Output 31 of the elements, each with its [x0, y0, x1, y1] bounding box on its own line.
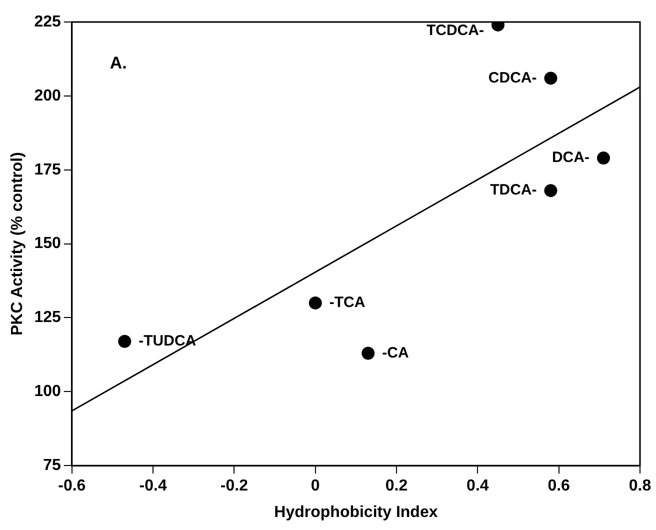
x-tick-label: -0.4	[139, 478, 167, 495]
x-axis-title: Hydrophobicity Index	[274, 504, 438, 521]
annotation: A.	[110, 54, 127, 73]
annotation: -CA	[382, 344, 409, 362]
annotation: TDCA-	[490, 182, 537, 199]
y-tick-label: 200	[34, 87, 61, 104]
y-tick-label: 150	[34, 235, 61, 252]
y-tick-label: 225	[34, 13, 61, 30]
y-tick-label: 75	[43, 457, 61, 474]
point	[118, 334, 132, 348]
x-tick-label: 0.6	[548, 478, 570, 495]
annotation: DCA-	[552, 149, 590, 166]
x-tick-label: 0.8	[628, 478, 652, 495]
annotation: -TCA	[329, 294, 366, 312]
y-axis-title: PKC Activity (% control)	[9, 152, 26, 336]
y-tick-label: 175	[34, 161, 61, 178]
y-tick-label: 125	[34, 309, 61, 326]
point	[544, 72, 558, 85]
x-tick-label: 0	[310, 478, 320, 495]
annotation: -TUDCA	[138, 332, 196, 350]
x-tick-label: -0.6	[58, 478, 86, 495]
point	[362, 346, 375, 360]
x-tick-label: 0.2	[385, 478, 408, 495]
annotation: CDCA-	[488, 69, 537, 86]
x-tick-label: 0.4	[466, 478, 489, 495]
point	[544, 184, 558, 198]
x-tick-label: -0.2	[220, 478, 248, 495]
point	[308, 296, 322, 310]
y-tick-label: 100	[34, 383, 61, 400]
annotation: TCDCA-	[426, 22, 484, 40]
point	[596, 152, 610, 165]
